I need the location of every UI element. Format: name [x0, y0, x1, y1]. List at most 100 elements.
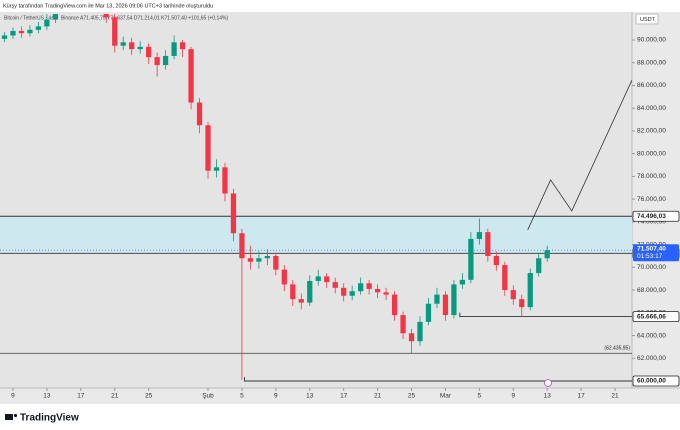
y-tick-label: 74.000,00 — [637, 219, 666, 226]
candle-body — [400, 315, 406, 334]
zone — [0, 216, 632, 254]
x-tick-label: Şub — [202, 393, 214, 400]
candle-body — [27, 29, 33, 34]
x-tick-label: 21 — [111, 393, 119, 400]
candle-body — [52, 14, 59, 20]
candle-body — [129, 42, 135, 50]
candle-body — [239, 233, 245, 259]
candle-body — [179, 42, 186, 50]
candle-body — [324, 276, 330, 283]
candle-body — [35, 26, 42, 30]
x-tick-label: 21 — [374, 393, 382, 400]
price-label-box — [632, 375, 680, 387]
y-tick-label: 64.000,00 — [637, 332, 666, 339]
x-tick-label: 13 — [43, 393, 51, 400]
candle-body — [468, 238, 474, 280]
candle-body — [146, 46, 152, 58]
y-tick-label: 78.000,00 — [637, 173, 666, 180]
level-note: (62.435,95) — [604, 346, 630, 352]
candle-body — [417, 321, 423, 342]
y-tick-label: 70.000,00 — [637, 264, 666, 271]
candle-body — [273, 255, 279, 270]
candle-body — [188, 49, 194, 103]
candle-body — [349, 291, 355, 296]
candle-body — [1, 35, 8, 39]
candle-body — [459, 279, 466, 285]
logo — [5, 413, 18, 420]
candle-body — [425, 303, 432, 322]
candle-body — [374, 288, 381, 293]
x-tick-label: Mar — [440, 393, 452, 400]
x-tick-label: 25 — [408, 393, 416, 400]
candle-body — [519, 299, 525, 308]
brand: TradingView — [20, 413, 79, 424]
candle-body — [493, 255, 499, 266]
candle-body — [154, 57, 160, 66]
candle-body — [434, 294, 440, 304]
x-tick-label: 21 — [611, 393, 619, 400]
time-axis — [0, 388, 680, 404]
projection — [527, 79, 632, 231]
candle-body — [171, 42, 177, 56]
x-tick-label: 17 — [340, 393, 348, 400]
candle-body — [222, 167, 228, 194]
x-tick-label: 17 — [77, 393, 85, 400]
candle-body — [281, 269, 287, 285]
candle-body — [298, 299, 304, 303]
candle-body — [366, 283, 372, 289]
candle-body — [162, 55, 169, 66]
candle-body — [256, 258, 262, 262]
candle-body — [391, 294, 398, 316]
x-tick-label: 25 — [145, 393, 153, 400]
candle-body — [290, 284, 296, 300]
price-label: 65.666,06 — [637, 313, 666, 320]
x-tick-label: 17 — [578, 393, 586, 400]
y-tick-label: 86.000,00 — [637, 82, 666, 89]
header-text: Kürşy tarafından TradingView.com ile Mar… — [3, 3, 213, 9]
candle-body — [18, 30, 25, 34]
x-tick-label: 13 — [306, 393, 314, 400]
candle-body — [451, 284, 457, 316]
candle-body — [230, 193, 237, 234]
price-label-box — [632, 210, 680, 222]
y-tick-label: 82.000,00 — [637, 128, 666, 135]
price-label: 74.496,03 — [637, 213, 666, 220]
candle-body — [205, 125, 211, 171]
candle-body — [332, 282, 338, 288]
candle-body — [536, 258, 542, 274]
x-tick-label: 13 — [544, 393, 552, 400]
y-tick-label: 88.000,00 — [637, 59, 666, 66]
x-tick-label: 5 — [240, 393, 244, 400]
y-tick-label: 68.000,00 — [637, 287, 666, 294]
candle-body — [103, 14, 109, 18]
candle-body — [383, 292, 389, 295]
last-price-box — [633, 244, 679, 262]
candle-body — [510, 290, 516, 300]
price-axis — [632, 12, 680, 388]
candle-body — [485, 232, 491, 256]
candle-body — [408, 333, 415, 342]
y-tick-label: 62.000,00 — [637, 355, 666, 362]
y-tick-label: 90.000,00 — [637, 37, 666, 44]
last-price: 71.507,40 — [637, 245, 666, 252]
candle-body — [315, 276, 321, 281]
candle-body — [527, 273, 533, 308]
currency-box — [635, 13, 659, 25]
candle-body — [544, 250, 550, 259]
candle-body — [442, 294, 449, 316]
y-tick-label: 80.000,00 — [637, 150, 666, 157]
candle-body — [112, 17, 118, 46]
candle-body — [137, 46, 143, 50]
candle-body — [120, 42, 126, 46]
price-label-box — [632, 311, 680, 322]
candle-body — [341, 287, 347, 296]
x-tick-label: 5 — [478, 393, 482, 400]
candle-body — [44, 19, 50, 27]
candle-body — [213, 167, 220, 171]
candle-body — [196, 102, 203, 126]
candle-body — [358, 283, 364, 292]
event-icon — [544, 379, 552, 387]
countdown: 01:53:17 — [637, 253, 663, 260]
x-tick-label: 9 — [11, 393, 15, 400]
